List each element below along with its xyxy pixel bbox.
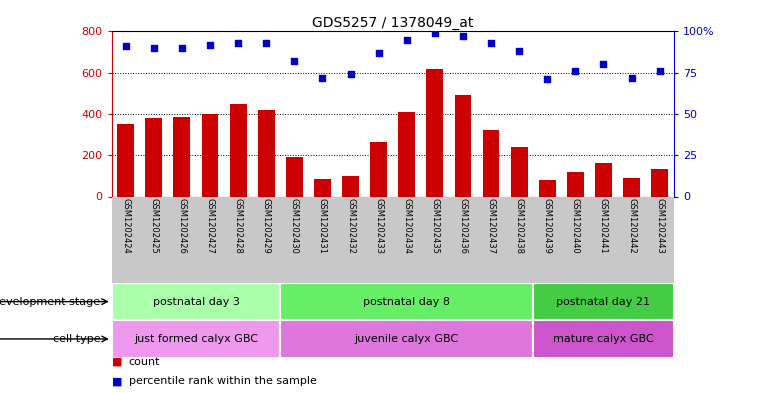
- Text: GSM1202436: GSM1202436: [458, 198, 467, 254]
- Text: postnatal day 3: postnatal day 3: [152, 297, 239, 307]
- Text: mature calyx GBC: mature calyx GBC: [553, 334, 654, 344]
- Bar: [539, 180, 556, 196]
- Text: postnatal day 8: postnatal day 8: [363, 297, 450, 307]
- Point: [485, 40, 497, 46]
- Bar: [280, 283, 534, 320]
- Bar: [314, 179, 331, 196]
- Title: GDS5257 / 1378049_at: GDS5257 / 1378049_at: [312, 17, 474, 30]
- Point: [288, 58, 300, 64]
- Text: GSM1202437: GSM1202437: [487, 198, 496, 254]
- Bar: [280, 320, 534, 358]
- Bar: [533, 283, 674, 320]
- Bar: [286, 157, 303, 196]
- Point: [119, 43, 132, 50]
- Bar: [117, 124, 134, 196]
- Point: [569, 68, 581, 74]
- Text: GSM1202443: GSM1202443: [655, 198, 665, 254]
- Point: [513, 48, 525, 54]
- Text: development stage: development stage: [0, 297, 104, 307]
- Text: ■: ■: [112, 376, 126, 386]
- Text: GSM1202441: GSM1202441: [599, 198, 608, 254]
- Point: [176, 45, 188, 51]
- Point: [654, 68, 666, 74]
- Text: juvenile calyx GBC: juvenile calyx GBC: [355, 334, 459, 344]
- Text: GSM1202439: GSM1202439: [543, 198, 552, 254]
- Text: count: count: [129, 356, 160, 367]
- Bar: [623, 178, 640, 196]
- Point: [148, 45, 160, 51]
- Text: GSM1202428: GSM1202428: [233, 198, 243, 254]
- Bar: [454, 95, 471, 196]
- Bar: [258, 110, 275, 196]
- Point: [316, 75, 329, 81]
- Text: GSM1202426: GSM1202426: [177, 198, 186, 254]
- Bar: [202, 114, 219, 196]
- Bar: [173, 117, 190, 196]
- Point: [400, 37, 413, 43]
- Bar: [398, 112, 415, 196]
- Text: GSM1202424: GSM1202424: [121, 198, 130, 254]
- Point: [232, 40, 244, 46]
- Bar: [427, 68, 444, 196]
- Point: [541, 76, 554, 83]
- Bar: [533, 320, 674, 358]
- Bar: [651, 169, 668, 196]
- Text: GSM1202433: GSM1202433: [374, 198, 383, 254]
- Text: ■: ■: [112, 356, 126, 367]
- Bar: [370, 142, 387, 196]
- Text: postnatal day 21: postnatal day 21: [557, 297, 651, 307]
- Text: just formed calyx GBC: just formed calyx GBC: [134, 334, 258, 344]
- Point: [260, 40, 273, 46]
- Bar: [112, 320, 280, 358]
- Text: GSM1202430: GSM1202430: [290, 198, 299, 254]
- Text: GSM1202425: GSM1202425: [149, 198, 159, 254]
- Point: [625, 75, 638, 81]
- Text: GSM1202432: GSM1202432: [346, 198, 355, 254]
- Bar: [511, 147, 527, 196]
- Text: GSM1202427: GSM1202427: [206, 198, 215, 254]
- Text: GSM1202440: GSM1202440: [571, 198, 580, 254]
- Text: GSM1202442: GSM1202442: [627, 198, 636, 254]
- Bar: [483, 130, 500, 196]
- Text: GSM1202431: GSM1202431: [318, 198, 327, 254]
- Point: [204, 42, 216, 48]
- Point: [373, 50, 385, 56]
- Point: [457, 33, 469, 40]
- Bar: [342, 176, 359, 196]
- Text: GSM1202429: GSM1202429: [262, 198, 271, 254]
- Point: [598, 61, 610, 68]
- Text: GSM1202434: GSM1202434: [402, 198, 411, 254]
- Bar: [146, 118, 162, 196]
- Text: GSM1202438: GSM1202438: [514, 198, 524, 254]
- Bar: [112, 283, 280, 320]
- Text: GSM1202435: GSM1202435: [430, 198, 440, 254]
- Point: [429, 30, 441, 36]
- Bar: [595, 163, 612, 196]
- Text: percentile rank within the sample: percentile rank within the sample: [129, 376, 316, 386]
- Point: [344, 71, 357, 77]
- Bar: [567, 172, 584, 196]
- Bar: [229, 104, 246, 196]
- Text: cell type: cell type: [53, 334, 104, 344]
